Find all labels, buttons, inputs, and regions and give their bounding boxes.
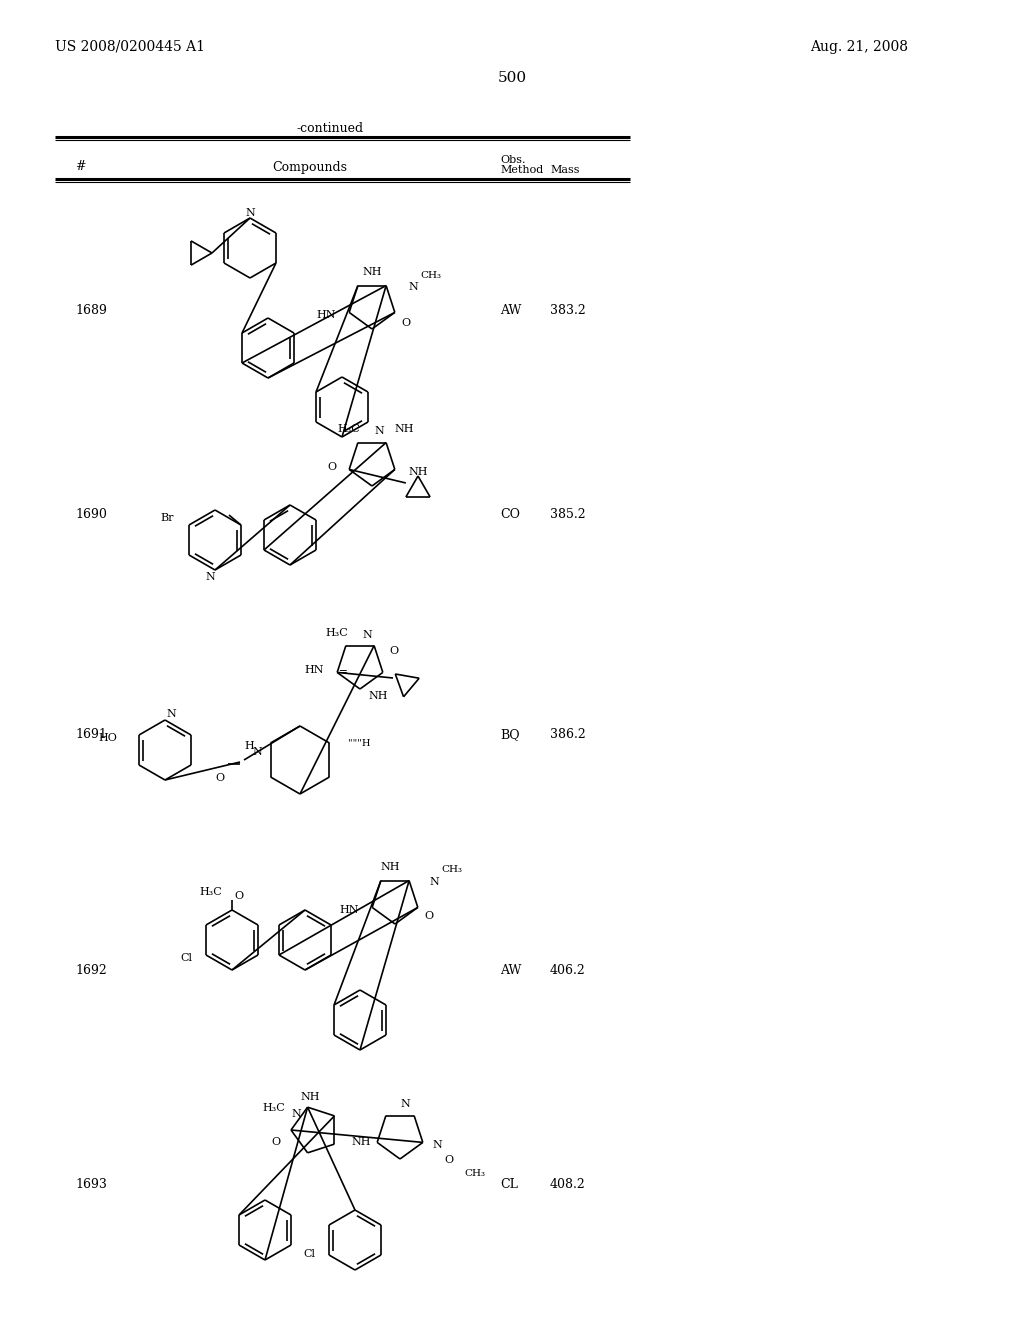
Text: O: O [444, 1155, 454, 1166]
Text: Br: Br [160, 513, 174, 523]
Text: HN: HN [304, 665, 324, 675]
Text: HO: HO [98, 733, 117, 743]
Text: NH: NH [408, 467, 427, 477]
Text: BQ: BQ [500, 729, 519, 742]
Text: N: N [252, 747, 262, 756]
Text: 406.2: 406.2 [550, 964, 586, 977]
Text: Aug. 21, 2008: Aug. 21, 2008 [810, 40, 908, 54]
Text: 408.2: 408.2 [550, 1179, 586, 1192]
Text: NH: NH [351, 1137, 371, 1147]
Text: 1689: 1689 [75, 304, 106, 317]
Text: Cl: Cl [303, 1249, 315, 1259]
Text: US 2008/0200445 A1: US 2008/0200445 A1 [55, 40, 205, 54]
Text: NH: NH [300, 1092, 319, 1102]
Text: N: N [432, 1140, 441, 1150]
Text: Obs.: Obs. [500, 154, 525, 165]
Text: NH: NH [362, 267, 382, 277]
Text: O: O [424, 911, 433, 921]
Text: Mass: Mass [550, 165, 580, 176]
Text: CH₃: CH₃ [420, 271, 441, 280]
Text: O: O [234, 891, 243, 902]
Text: Method: Method [500, 165, 544, 176]
Text: NH: NH [368, 690, 387, 701]
Text: 386.2: 386.2 [550, 729, 586, 742]
Text: H₃C: H₃C [262, 1104, 285, 1113]
Text: NH: NH [380, 862, 399, 873]
Text: O: O [272, 1137, 281, 1147]
Text: 385.2: 385.2 [550, 508, 586, 521]
Text: -continued: -continued [296, 121, 364, 135]
Text: HN: HN [316, 310, 336, 319]
Text: NH: NH [394, 424, 414, 434]
Text: ═: ═ [339, 667, 346, 676]
Text: Compounds: Compounds [272, 161, 347, 173]
Text: CH₃: CH₃ [464, 1168, 485, 1177]
Text: O: O [327, 462, 336, 473]
Text: O: O [401, 318, 411, 327]
Text: CH₃: CH₃ [441, 866, 462, 874]
Text: #: # [75, 161, 85, 173]
Text: H₃C: H₃C [337, 424, 360, 434]
Text: 1693: 1693 [75, 1179, 106, 1192]
Text: H: H [245, 741, 254, 751]
Text: H₃C: H₃C [200, 887, 222, 898]
Text: O: O [215, 774, 224, 783]
Text: O: O [389, 645, 398, 656]
Text: HN: HN [340, 906, 359, 915]
Text: N: N [408, 282, 418, 292]
Text: Cl: Cl [180, 953, 193, 964]
Text: """H: """H [348, 739, 371, 748]
Text: 1690: 1690 [75, 508, 106, 521]
Text: N: N [362, 630, 372, 640]
Text: N: N [291, 1109, 301, 1119]
Text: N: N [205, 572, 215, 582]
Text: AW: AW [500, 304, 521, 317]
Text: 500: 500 [498, 71, 526, 84]
Text: AW: AW [500, 964, 521, 977]
Text: N: N [400, 1100, 410, 1109]
Text: CL: CL [500, 1179, 518, 1192]
Text: 383.2: 383.2 [550, 304, 586, 317]
Text: H₃C: H₃C [326, 628, 348, 638]
Text: 1691: 1691 [75, 729, 106, 742]
Text: N: N [166, 709, 176, 719]
Text: 1692: 1692 [75, 964, 106, 977]
Text: N: N [245, 209, 255, 218]
Text: CO: CO [500, 508, 520, 521]
Text: N: N [374, 426, 384, 436]
Text: N: N [429, 876, 438, 887]
